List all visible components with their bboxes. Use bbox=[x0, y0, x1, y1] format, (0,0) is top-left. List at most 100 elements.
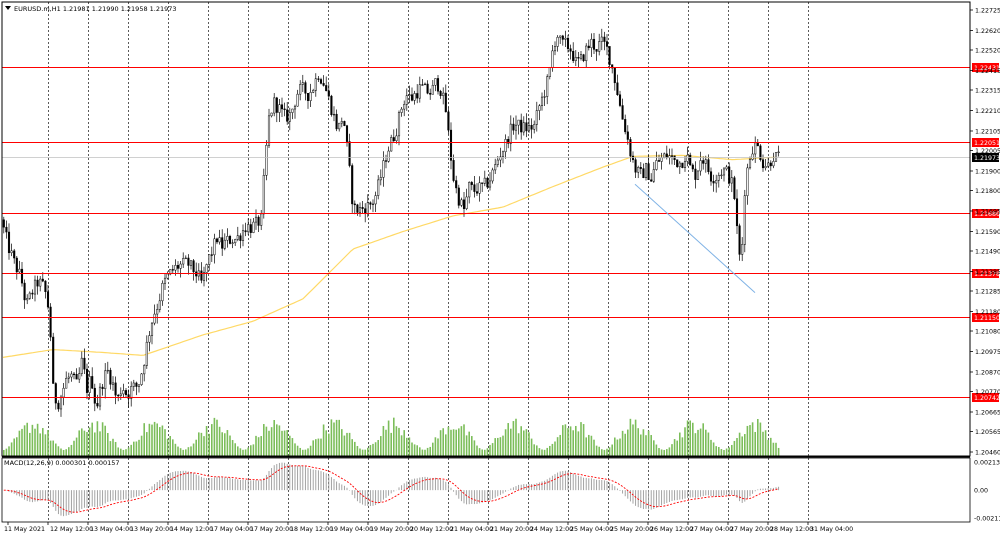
volume-bar bbox=[159, 427, 161, 456]
level-label-bg bbox=[972, 313, 999, 322]
volume-bar bbox=[741, 436, 743, 456]
candle-body bbox=[535, 110, 538, 125]
candle-body bbox=[273, 97, 276, 114]
candle-body bbox=[410, 94, 414, 101]
candle-body bbox=[540, 96, 544, 107]
time-tick-label: 27 May 20:00 bbox=[730, 526, 773, 533]
candle-body bbox=[624, 119, 627, 133]
level-label: 1.21378 bbox=[974, 271, 1000, 278]
volume-bar bbox=[68, 447, 70, 456]
candle-body bbox=[322, 83, 325, 86]
dropdown-triangle-icon[interactable] bbox=[5, 6, 11, 10]
volume-bar bbox=[738, 432, 741, 456]
volume-bar bbox=[265, 426, 268, 456]
candle-body bbox=[265, 144, 268, 176]
candle-body bbox=[595, 49, 598, 52]
volume-bar bbox=[608, 447, 611, 456]
candle-body bbox=[26, 298, 29, 301]
candle-body bbox=[140, 373, 143, 385]
volume-bar bbox=[666, 449, 668, 456]
volume-bar bbox=[494, 438, 496, 456]
candle-body bbox=[223, 239, 226, 249]
candle-body bbox=[538, 105, 541, 111]
volume-bar bbox=[229, 435, 231, 456]
candle-body bbox=[226, 236, 229, 241]
volume-bar bbox=[671, 444, 673, 456]
volume-bar bbox=[190, 446, 192, 456]
candle-body bbox=[496, 159, 499, 165]
volume-bar bbox=[289, 435, 291, 456]
candle-body bbox=[501, 151, 505, 158]
price-tick-label: 1.21385 bbox=[975, 269, 1000, 276]
current-price-label: 1.21973 bbox=[974, 155, 1000, 162]
candle-body bbox=[533, 124, 536, 130]
volume-bar bbox=[718, 447, 720, 456]
volume-bar bbox=[723, 449, 725, 456]
candle-body bbox=[777, 151, 780, 153]
candle-body bbox=[543, 96, 546, 98]
volume-bar bbox=[273, 420, 275, 456]
candle-body bbox=[119, 393, 122, 396]
price-tick-label: 1.21900 bbox=[975, 168, 1000, 175]
volume-bar bbox=[320, 438, 322, 456]
candle-body bbox=[15, 257, 18, 273]
candle-body bbox=[691, 164, 694, 170]
time-tick-label: 21 May 20:00 bbox=[490, 526, 533, 533]
volume-bar bbox=[655, 444, 658, 456]
candle-body bbox=[296, 93, 299, 107]
volume-bar bbox=[377, 439, 379, 456]
volume-bar bbox=[710, 439, 712, 456]
volume-bar bbox=[744, 434, 746, 456]
volume-bar bbox=[572, 430, 574, 456]
moving-average bbox=[2, 154, 777, 358]
candle-body bbox=[353, 203, 356, 206]
volume-bar bbox=[164, 429, 166, 456]
volume-bar bbox=[533, 444, 535, 456]
volume-bar bbox=[91, 422, 93, 456]
candle-body bbox=[392, 137, 395, 141]
volume-bar bbox=[616, 439, 619, 456]
volume-bar bbox=[86, 432, 88, 456]
volume-bar bbox=[606, 448, 608, 456]
candle-body bbox=[772, 161, 775, 167]
candle-body bbox=[317, 78, 320, 80]
volume-bar bbox=[291, 438, 294, 456]
volume-bar bbox=[764, 430, 767, 456]
candle-body bbox=[577, 57, 580, 59]
candle-body bbox=[559, 35, 562, 38]
candle-body bbox=[101, 386, 104, 389]
volume-bar bbox=[166, 438, 169, 456]
volume-bar bbox=[187, 447, 190, 456]
candle-body bbox=[600, 36, 603, 42]
volume-bar bbox=[47, 430, 49, 456]
candle-body bbox=[114, 382, 117, 396]
candle-body bbox=[158, 300, 161, 310]
volume-bar bbox=[614, 437, 616, 456]
candle-body bbox=[551, 50, 554, 68]
candle-body bbox=[213, 238, 216, 256]
candle-body bbox=[49, 306, 52, 338]
candle-body bbox=[104, 370, 107, 389]
volume-bar bbox=[507, 423, 509, 456]
candle-body bbox=[717, 175, 720, 181]
time-tick-label: 25 May 20:00 bbox=[610, 526, 653, 533]
volume-bar bbox=[746, 425, 749, 456]
volume-bar bbox=[125, 449, 127, 456]
candle-body bbox=[174, 265, 177, 271]
candle-body bbox=[494, 164, 497, 171]
volume-bar bbox=[120, 448, 122, 456]
candle-body bbox=[33, 279, 37, 295]
candle-body bbox=[754, 142, 757, 155]
volume-bar bbox=[60, 448, 62, 456]
volume-bar bbox=[211, 424, 213, 456]
volume-bar bbox=[250, 445, 252, 456]
volume-bar bbox=[283, 430, 286, 456]
levels: 1.22431 1.22051 1.21686 1.21378 1.21150 1.207… bbox=[2, 63, 1000, 402]
volume-bar bbox=[73, 440, 75, 456]
candle-body bbox=[639, 167, 642, 169]
volume-bar bbox=[645, 435, 647, 456]
candle-body bbox=[722, 168, 726, 176]
volume-bar bbox=[692, 422, 694, 456]
volume-bar bbox=[684, 427, 686, 456]
candle-body bbox=[629, 139, 632, 157]
